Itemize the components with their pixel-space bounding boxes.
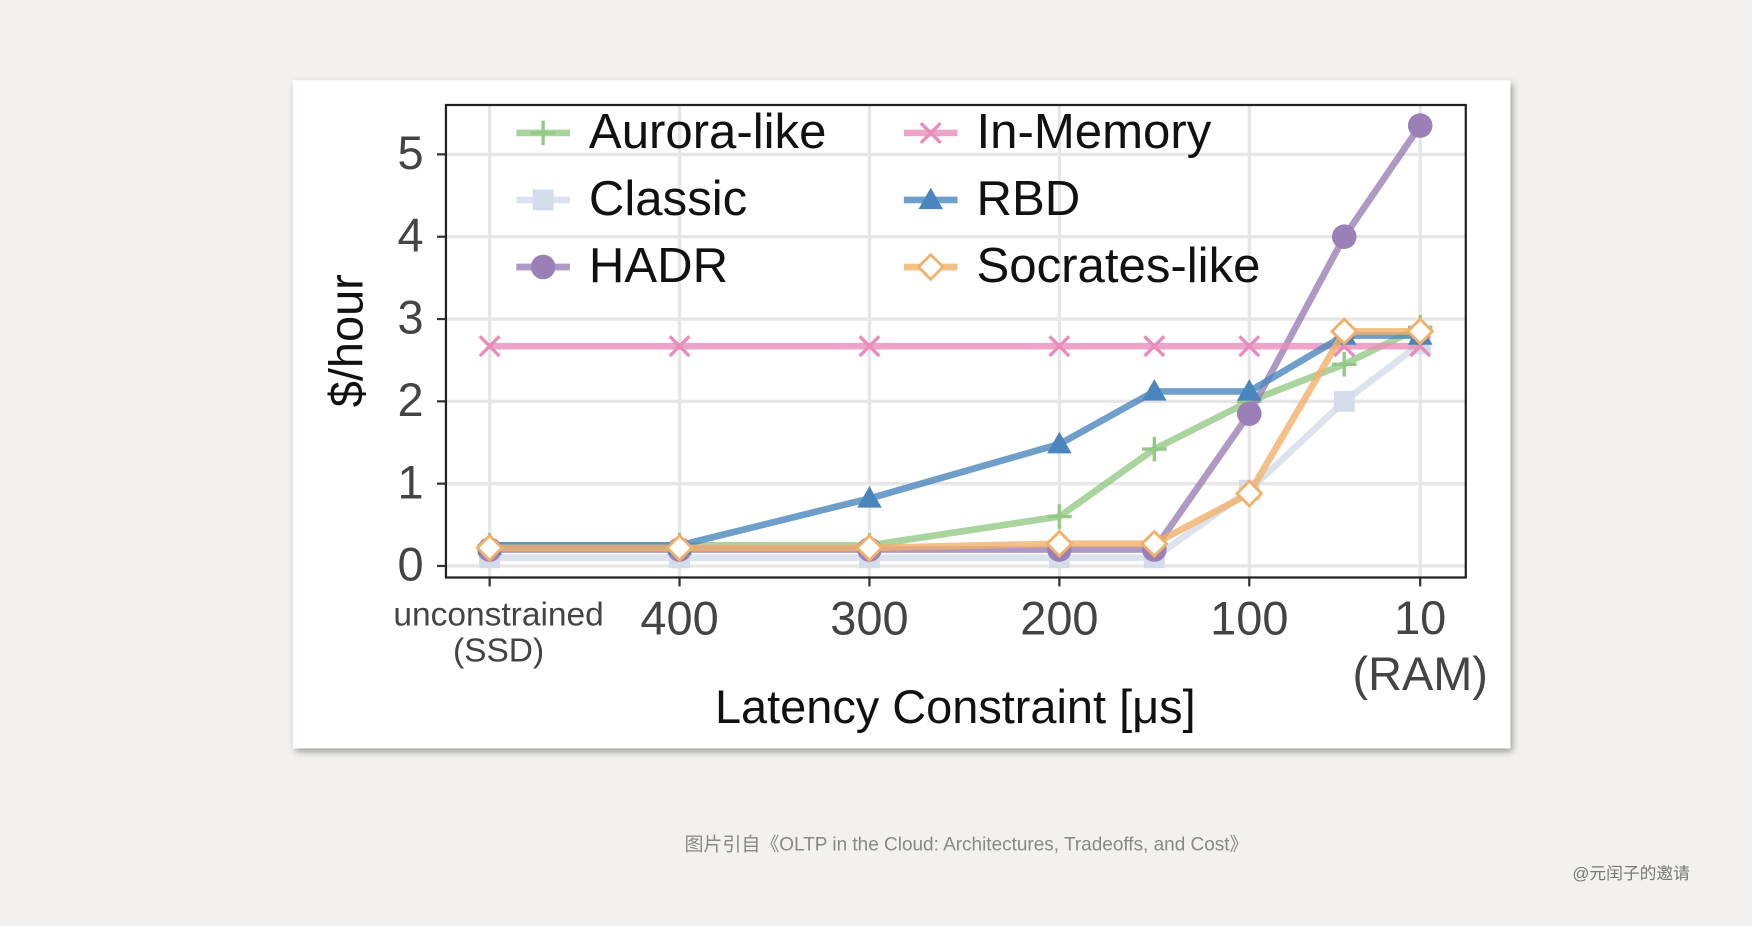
marker (855, 533, 884, 563)
marker (1142, 436, 1167, 462)
marker (1329, 317, 1359, 346)
marker (1047, 504, 1072, 529)
y-axis-label: $/hour (320, 274, 372, 407)
marker (857, 486, 882, 508)
legend-marker (916, 252, 945, 282)
marker (1331, 224, 1357, 249)
y-tick-label: 0 (398, 539, 424, 591)
x-axis-label: Latency Constraint [μs] (715, 681, 1196, 733)
watermark: @元闰子的邀请 (1572, 864, 1690, 883)
marker (1331, 352, 1357, 377)
marker (1235, 479, 1264, 508)
marker (1333, 390, 1355, 412)
legend-marker (532, 189, 554, 211)
marker (475, 533, 504, 563)
x-tick-label: 10 (RAM) (1352, 593, 1487, 701)
marker (1236, 401, 1262, 426)
y-tick-label: 4 (398, 209, 424, 261)
marker (1143, 335, 1166, 358)
legend-marker (919, 121, 942, 144)
marker (478, 335, 501, 358)
caption: 图片引自《OLTP in the Cloud: Architectures, T… (684, 834, 1248, 856)
legend-marker (530, 254, 556, 280)
marker (665, 533, 694, 563)
marker (1048, 335, 1071, 358)
series-line (489, 341, 1423, 562)
card (292, 80, 1511, 749)
legend-label: Classic (589, 172, 747, 226)
x-tick-label: 400 (640, 593, 718, 645)
marker (1045, 529, 1074, 559)
plot-frame (444, 103, 1467, 579)
marker (1238, 335, 1261, 358)
x-tick-label: 200 (1020, 593, 1098, 645)
legend-marker (530, 120, 556, 146)
legend-label: Aurora-like (589, 105, 827, 159)
series-line (489, 328, 1421, 552)
x-tick-label: 300 (830, 593, 908, 645)
legend-label: RBD (977, 172, 1081, 226)
y-tick-label: 5 (398, 127, 424, 179)
marker (1405, 317, 1435, 346)
y-tick-label: 3 (398, 292, 424, 344)
legend-label: In-Memory (977, 105, 1212, 159)
marker (1407, 113, 1433, 138)
legend-label: Socrates-like (977, 239, 1261, 293)
series-line (489, 332, 1421, 549)
marker (1140, 529, 1169, 559)
marker (1142, 379, 1167, 401)
marker (1047, 431, 1072, 454)
x-tick-label: 100 (1210, 593, 1288, 645)
marker (1236, 379, 1262, 401)
legend-marker (918, 187, 944, 210)
y-tick-label: 2 (398, 374, 424, 426)
marker (858, 335, 881, 358)
marker (668, 335, 691, 358)
x-tick-label: unconstrained (SSD) (393, 596, 603, 669)
legend-label: HADR (589, 239, 728, 293)
y-tick-label: 1 (398, 456, 424, 508)
